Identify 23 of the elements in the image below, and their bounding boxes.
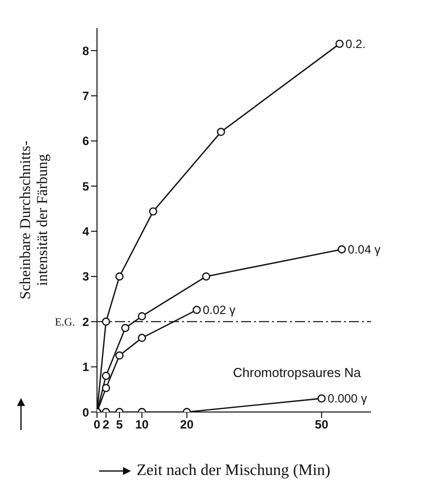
x-tick-label: 20 (180, 418, 194, 432)
x-tick-label: 0 (94, 418, 101, 432)
annotation: Chromotropsaures Na (233, 365, 361, 380)
x-tick-label: 2 (102, 418, 110, 432)
y-tick-label: 5 (82, 179, 90, 194)
series-label: 0.2. (346, 36, 366, 51)
y-tick-label: 4 (82, 224, 90, 239)
y-tick-label: 7 (82, 89, 90, 104)
ref-line-label: E.G. (54, 316, 76, 329)
y-tick-label: 1 (82, 360, 90, 374)
y-tick-label: 2 (82, 314, 90, 329)
x-tick-label: 10 (135, 418, 149, 432)
y-tick-label: 8 (82, 44, 90, 58)
series-label: 0.02 γ (202, 302, 236, 317)
series-label: 0.000 γ (328, 391, 367, 406)
y-axis-title: Scheinbare Durchschnitts- intensität der Färbung (18, 140, 51, 300)
y-tick-label: 6 (82, 134, 90, 148)
x-tick-label: 50 (314, 418, 329, 432)
x-axis-title: Zeit nach der Mischung (Min) (136, 462, 330, 480)
y-tick-label: 0 (82, 405, 90, 420)
x-tick-label: 5 (116, 418, 124, 432)
y-tick-label: 3 (82, 270, 90, 284)
series-label: 0.04 γ (348, 242, 381, 256)
